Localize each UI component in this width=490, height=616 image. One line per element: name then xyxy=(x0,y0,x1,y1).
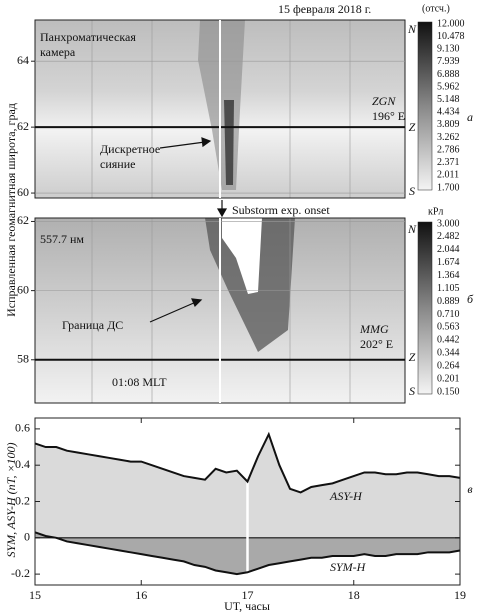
annotation: 15 февраля 2018 г. xyxy=(278,2,371,16)
annotation: сияние xyxy=(100,157,135,171)
series-line xyxy=(34,431,461,494)
colorbar-label: 3.000 xyxy=(437,218,460,229)
colorbar-label: 0.150 xyxy=(437,386,460,397)
x-tick-label: 17 xyxy=(242,588,254,602)
annotation: 01:08 MLT xyxy=(112,375,167,389)
annotation: в xyxy=(467,482,472,496)
annotation: камера xyxy=(40,45,76,59)
panel-frame xyxy=(34,417,461,586)
y-tick-label: 58 xyxy=(17,352,29,366)
colorbar-label: 2.786 xyxy=(437,144,460,155)
colorbar-label: 5.962 xyxy=(437,81,460,92)
annotation: 557.7 нм xyxy=(40,232,84,246)
annotation: S xyxy=(409,184,415,198)
colorbar-title: (отсч.) xyxy=(422,3,450,14)
colorbar-label: 4.434 xyxy=(437,107,460,118)
colorbar-label: 3.809 xyxy=(437,119,460,130)
y-tick-label: 62 xyxy=(17,213,29,227)
colorbar-label: 0.889 xyxy=(437,296,460,307)
colorbar-label: 0.264 xyxy=(437,360,460,371)
aurora-void xyxy=(222,218,262,294)
y-axis-label: SYM, ASY-H (nT, ×100) xyxy=(4,442,18,557)
annotation: Z xyxy=(409,350,416,364)
annotation: N xyxy=(407,22,417,36)
colorbar-label: 6.888 xyxy=(437,69,460,80)
annotation: ZGN xyxy=(372,94,396,108)
colorbar-label: 2.482 xyxy=(437,231,460,242)
colorbar-label: 9.130 xyxy=(437,44,460,55)
colorbar-label: 3.262 xyxy=(437,132,460,143)
series-label: SYM-H xyxy=(330,560,367,574)
colorbar xyxy=(417,221,433,395)
colorbar-label: 5.148 xyxy=(437,94,460,105)
y-tick-label: -0.2 xyxy=(11,566,30,580)
annotation: 202° E xyxy=(360,337,393,351)
y-tick-label: 0.6 xyxy=(15,421,30,435)
x-tick-label: 15 xyxy=(29,588,41,602)
x-tick-label: 18 xyxy=(348,588,360,602)
annotation: Панхроматическая xyxy=(40,30,136,44)
colorbar-label: 1.700 xyxy=(437,182,460,193)
colorbar-title: кРл xyxy=(428,206,443,217)
colorbar-label: 2.011 xyxy=(437,170,459,181)
colorbar-label: 1.105 xyxy=(437,283,460,294)
colorbar-label: 7.939 xyxy=(437,56,460,67)
y-tick-label: 0.4 xyxy=(15,457,30,471)
y-tick-label: 60 xyxy=(17,282,29,296)
aurora-arc xyxy=(224,100,234,185)
annotation: б xyxy=(467,292,474,306)
colorbar-label: 0.344 xyxy=(437,348,460,359)
grid-vertical xyxy=(91,20,351,403)
colorbar-label: 12.000 xyxy=(437,18,465,29)
annotation: N xyxy=(407,222,417,236)
annotation: Граница ДС xyxy=(62,318,123,332)
series-line xyxy=(34,531,461,576)
series-label: ASY-H xyxy=(329,489,363,503)
colorbar-label: 10.478 xyxy=(437,31,465,42)
annotation: Z xyxy=(409,120,416,134)
colorbar-label: 0.201 xyxy=(437,373,460,384)
y-tick-label: 60 xyxy=(17,185,29,199)
y-tick-label: 0 xyxy=(24,530,30,544)
y-tick-label: 0.2 xyxy=(15,493,30,507)
colorbar-label: 2.044 xyxy=(437,244,460,255)
colorbar-label: 0.563 xyxy=(437,322,460,333)
colorbar-label: 1.364 xyxy=(437,270,460,281)
colorbar-label: 0.442 xyxy=(437,335,460,346)
arrows xyxy=(149,137,228,323)
annotation: Дискретное xyxy=(100,142,160,156)
annotation: 196° E xyxy=(372,109,405,123)
colorbar-label: 2.371 xyxy=(437,157,460,168)
annotation: S xyxy=(409,384,415,398)
annotation: Substorm exp. onset xyxy=(232,203,330,217)
x-tick-label: 16 xyxy=(135,588,147,602)
annotation: MMG xyxy=(359,322,389,336)
y-tick-label: 64 xyxy=(17,53,29,67)
y-tick-label: 62 xyxy=(17,119,29,133)
x-axis-label: UT, часы xyxy=(224,599,270,613)
annotation: а xyxy=(467,110,473,124)
colorbar xyxy=(417,21,433,191)
x-tick-label: 19 xyxy=(454,588,466,602)
colorbar-label: 1.674 xyxy=(437,257,460,268)
colorbar-label: 0.710 xyxy=(437,309,460,320)
y-axis-label: Исправленная геомагнитная широта, град xyxy=(4,103,18,317)
